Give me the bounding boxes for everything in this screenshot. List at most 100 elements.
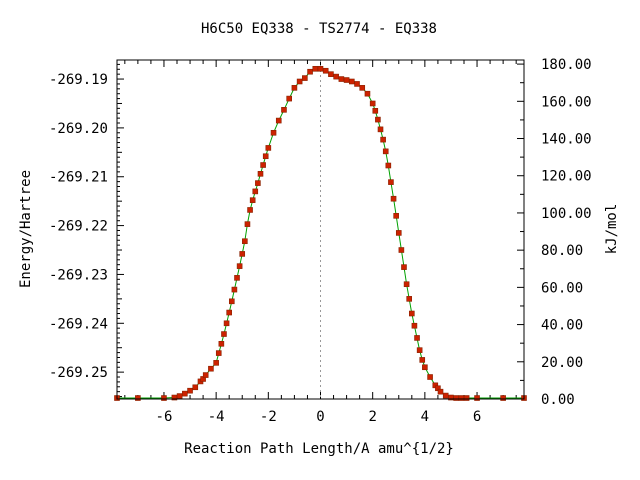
data-point	[242, 238, 248, 245]
data-point	[338, 76, 345, 82]
data-point	[302, 75, 308, 81]
data-point	[500, 395, 506, 401]
data-point	[187, 387, 193, 394]
data-point	[239, 251, 246, 257]
x-tick-label: -2	[260, 409, 277, 425]
data-point	[221, 331, 227, 337]
y2-tick-label: 20.00	[541, 355, 583, 371]
data-point	[218, 341, 225, 347]
data-point	[474, 395, 480, 401]
data-point	[202, 372, 209, 378]
data-point	[286, 95, 292, 102]
data-points	[114, 65, 527, 401]
y-tick-label: -269.23	[49, 267, 108, 283]
data-point	[215, 350, 222, 356]
y2-tick-label: 80.00	[541, 243, 583, 259]
data-point	[403, 281, 410, 288]
data-point	[377, 126, 384, 133]
chart-title: H6C50 EQ338 - TS2774 - EQ338	[201, 21, 437, 37]
x-tick-label: 2	[368, 409, 376, 425]
data-point	[296, 78, 303, 85]
y-axis-label: Energy/Hartree	[18, 170, 34, 288]
data-point	[427, 374, 433, 380]
data-point	[228, 298, 235, 305]
data-point	[249, 197, 256, 203]
data-point	[223, 320, 230, 327]
data-point	[359, 85, 366, 91]
data-point	[395, 230, 402, 236]
x-tick-label: -4	[208, 409, 225, 425]
data-point	[458, 395, 465, 401]
y2-tick-label: 60.00	[541, 280, 583, 296]
data-point	[437, 388, 444, 395]
y2-tick-label: 40.00	[541, 318, 583, 334]
data-point	[398, 247, 405, 253]
data-point	[252, 188, 259, 195]
x-tick-label: -6	[156, 409, 173, 425]
data-point	[255, 180, 261, 186]
data-point	[213, 360, 219, 366]
y-tick-label: -269.22	[49, 219, 108, 235]
data-point	[419, 357, 426, 363]
data-point	[234, 275, 240, 281]
data-point	[393, 213, 399, 219]
data-point	[135, 395, 141, 401]
data-point	[257, 171, 264, 177]
y2-tick-label: 180.00	[541, 57, 592, 73]
data-point	[270, 129, 277, 136]
plot-frame	[116, 59, 525, 400]
y-tick-label: -269.25	[49, 365, 108, 381]
data-point	[322, 67, 329, 74]
x-tick-label: 6	[473, 409, 481, 425]
data-point	[275, 117, 282, 124]
data-point	[401, 264, 407, 270]
data-point	[192, 384, 199, 391]
y-tick-label: -269.21	[49, 170, 108, 186]
y2-axis-label: kJ/mol	[604, 204, 620, 255]
data-point	[343, 77, 350, 83]
data-point	[388, 179, 394, 185]
data-point	[182, 390, 188, 397]
data-point	[372, 108, 379, 114]
y2-tick-label: 140.00	[541, 132, 592, 148]
data-point	[281, 107, 287, 113]
y-tick-label: -269.20	[49, 121, 108, 137]
data-point	[382, 148, 389, 155]
data-point	[291, 85, 298, 91]
data-point	[208, 365, 214, 372]
data-point	[226, 309, 232, 316]
data-point	[375, 116, 381, 123]
y2-tick-label: 160.00	[541, 94, 592, 110]
data-point	[247, 207, 253, 213]
data-point	[369, 100, 376, 107]
data-point	[260, 162, 266, 168]
data-point	[236, 263, 243, 269]
data-point	[422, 364, 428, 371]
y-tick-label: -269.24	[49, 316, 108, 332]
data-point	[354, 81, 360, 87]
x-tick-label: 4	[421, 409, 429, 425]
y-tick-label: -269.19	[49, 72, 108, 88]
data-point	[333, 73, 339, 80]
data-point	[244, 221, 251, 227]
data-point	[390, 195, 397, 202]
data-point	[312, 65, 319, 72]
data-point	[385, 162, 392, 169]
data-point	[463, 395, 470, 401]
data-point	[414, 335, 420, 341]
data-point	[409, 310, 415, 317]
data-point	[416, 347, 423, 353]
data-point	[231, 286, 238, 293]
x-axis-label: Reaction Path Length/A amu^{1/2}	[184, 441, 454, 457]
data-point	[380, 136, 386, 143]
y2-tick-label: 0.00	[541, 392, 575, 408]
data-point	[406, 296, 413, 302]
data-point	[307, 68, 313, 75]
energy-curve	[117, 68, 524, 399]
y2-tick-label: 120.00	[541, 169, 592, 185]
data-point	[265, 145, 272, 151]
data-point	[176, 393, 183, 399]
data-point	[328, 71, 334, 77]
y2-tick-label: 100.00	[541, 206, 592, 222]
